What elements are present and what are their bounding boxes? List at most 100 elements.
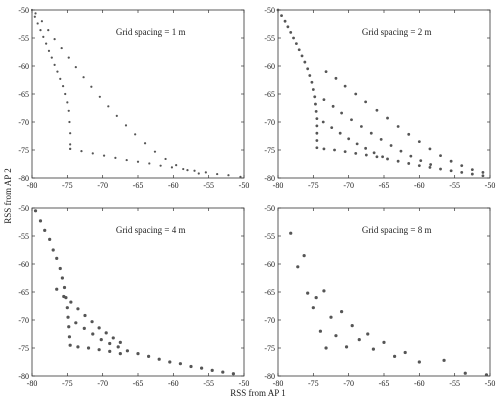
data-point — [322, 147, 326, 151]
data-point — [38, 219, 43, 223]
data-point — [340, 111, 343, 115]
data-point — [286, 25, 290, 29]
data-point — [343, 150, 347, 154]
data-point — [182, 167, 185, 171]
data-point — [396, 159, 400, 163]
data-point — [419, 159, 423, 163]
data-point — [417, 360, 421, 364]
data-point — [97, 326, 101, 330]
data-point — [357, 338, 361, 342]
data-point — [60, 276, 64, 280]
data-point — [64, 92, 67, 96]
data-point — [393, 354, 397, 358]
y-tick-label: -60 — [18, 62, 29, 71]
data-point — [67, 335, 72, 339]
data-point — [157, 357, 161, 361]
data-point — [449, 169, 453, 173]
data-point — [350, 324, 354, 328]
data-point — [104, 331, 108, 335]
data-point — [99, 338, 103, 342]
figure-xlabel: RSS from AP 1 — [230, 388, 285, 398]
data-point — [297, 48, 301, 52]
data-point — [50, 56, 53, 59]
data-point — [82, 76, 85, 79]
data-point — [47, 29, 50, 32]
data-point — [80, 150, 83, 153]
data-point — [86, 346, 91, 350]
data-point — [369, 131, 373, 135]
data-point — [90, 85, 93, 88]
data-point — [302, 254, 306, 258]
data-point — [68, 343, 72, 347]
y-tick-label: -70 — [18, 118, 29, 127]
panel-title: Grid spacing = 4 m — [116, 225, 186, 235]
data-point — [40, 20, 43, 23]
data-point — [315, 124, 319, 128]
data-point — [115, 114, 118, 117]
data-point — [314, 109, 318, 113]
data-point — [481, 174, 485, 178]
data-point — [283, 19, 287, 23]
y-tick-label: -70 — [264, 316, 275, 325]
panel-title: Grid spacing = 1 m — [116, 27, 186, 37]
data-point — [76, 307, 80, 311]
data-point — [289, 231, 293, 235]
data-point — [53, 63, 56, 66]
data-point — [375, 108, 379, 112]
x-tick-label: -50 — [485, 181, 496, 190]
data-point — [134, 133, 137, 136]
data-point — [36, 22, 39, 25]
data-point — [322, 98, 326, 101]
data-point — [67, 56, 70, 59]
data-point — [58, 266, 62, 271]
data-point — [347, 137, 351, 141]
chart-panel-4: -80 -75 -70 -65 -60 -55 -50 -50 -55 -60 -65 -70 -75 -… — [264, 204, 495, 388]
data-point — [399, 149, 403, 153]
data-point — [375, 155, 379, 159]
data-point — [124, 124, 128, 127]
x-tick-label: -70 — [343, 181, 354, 190]
x-tick-label: -75 — [62, 379, 73, 388]
data-point — [276, 8, 280, 12]
y-tick-label: -50 — [18, 6, 29, 15]
y-tick-label: -55 — [18, 34, 29, 43]
y-tick-label: -55 — [264, 34, 275, 43]
data-point — [442, 358, 446, 362]
x-tick-label: -65 — [379, 379, 390, 388]
data-point — [148, 162, 151, 165]
data-point — [108, 349, 112, 353]
y-tick-label: -60 — [264, 260, 275, 269]
data-point — [340, 310, 344, 314]
y-tick-label: -60 — [264, 62, 275, 71]
data-point — [34, 12, 37, 15]
data-point — [62, 285, 67, 290]
data-point — [343, 84, 347, 88]
y-tick-label: -80 — [18, 372, 29, 381]
y-tick-label: -55 — [264, 232, 275, 241]
data-point — [366, 332, 370, 336]
data-point — [51, 248, 55, 252]
data-point — [428, 165, 432, 169]
data-point — [186, 169, 189, 172]
data-point — [329, 315, 333, 319]
y-tick-label: -60 — [18, 260, 29, 269]
data-point — [315, 146, 319, 150]
x-tick-label: -50 — [239, 379, 250, 388]
y-tick-label: -55 — [18, 232, 29, 241]
x-tick-label: -80 — [273, 379, 284, 388]
x-tick-label: -50 — [485, 379, 496, 388]
y-tick-label: -50 — [264, 6, 275, 15]
data-point — [449, 159, 453, 163]
data-point — [197, 172, 200, 175]
data-point — [460, 164, 464, 168]
data-point — [91, 332, 95, 336]
chart-panel-2: -80 -75 -70 -65 -60 -55 -50 -50 -55 -60 -65 -70 -75 -… — [264, 6, 495, 190]
data-point — [65, 306, 69, 310]
x-tick-label: -55 — [449, 181, 460, 190]
y-tick-label: -80 — [264, 174, 275, 183]
data-point — [61, 85, 65, 88]
data-point — [102, 154, 106, 157]
data-point — [354, 92, 358, 96]
figure-ylabel: RSS from AP 2 — [3, 168, 13, 223]
